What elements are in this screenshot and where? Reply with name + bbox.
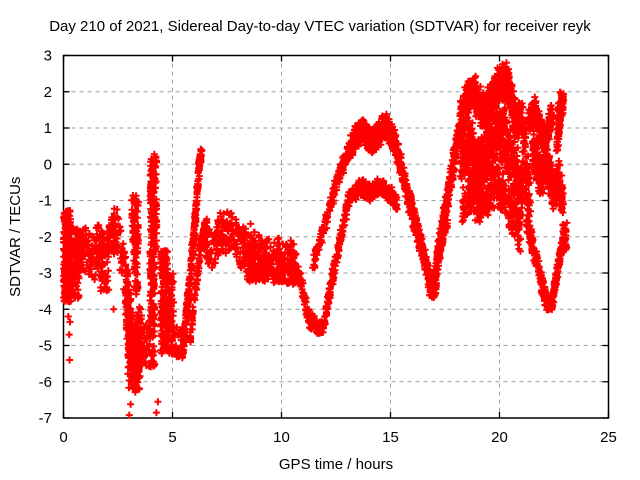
data-points-series xyxy=(60,59,571,419)
x-tick-label: 15 xyxy=(382,429,399,446)
x-tick-label: 20 xyxy=(491,429,508,446)
x-tick-label: 5 xyxy=(168,429,176,446)
y-tick-label: 1 xyxy=(44,120,52,137)
x-axis-label: GPS time / hours xyxy=(279,456,393,473)
y-axis-label: SDTVAR / TECUs xyxy=(7,177,24,297)
y-tick-label: -7 xyxy=(39,410,52,427)
x-tick-label: 0 xyxy=(59,429,67,446)
chart-title: Day 210 of 2021, Sidereal Day-to-day VTE… xyxy=(49,18,591,35)
y-tick-label: -4 xyxy=(39,301,52,318)
x-tick-label: 25 xyxy=(600,429,617,446)
y-tick-label: -2 xyxy=(39,229,52,246)
y-tick-label: -1 xyxy=(39,193,52,210)
y-tick-label: 3 xyxy=(44,48,52,65)
y-tick-label: -5 xyxy=(39,338,52,355)
x-tick-label: 10 xyxy=(273,429,290,446)
y-tick-labels: -7 -6 -5 -4 -3 -2 -1 0 1 2 3 xyxy=(39,48,52,428)
x-tick-labels: 0 5 10 15 20 25 xyxy=(59,429,617,446)
y-tick-label: -6 xyxy=(39,374,52,391)
y-tick-label: 0 xyxy=(44,156,52,173)
y-tick-label: -3 xyxy=(39,265,52,282)
y-tick-label: 2 xyxy=(44,84,52,101)
